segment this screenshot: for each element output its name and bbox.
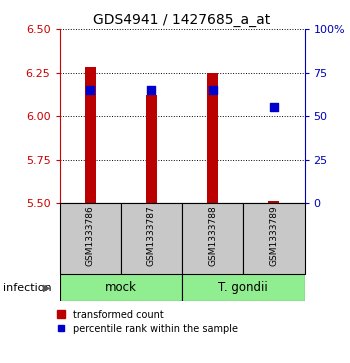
Text: ▶: ▶ bbox=[43, 283, 51, 293]
Point bbox=[210, 87, 216, 93]
Point bbox=[148, 87, 154, 93]
Title: GDS4941 / 1427685_a_at: GDS4941 / 1427685_a_at bbox=[93, 13, 271, 26]
Bar bbox=[182, 203, 243, 274]
Text: GSM1333786: GSM1333786 bbox=[86, 205, 94, 265]
Bar bbox=[243, 203, 304, 274]
Bar bbox=[60, 203, 121, 274]
Point bbox=[88, 87, 93, 93]
Text: mock: mock bbox=[105, 281, 137, 294]
Bar bbox=[268, 201, 279, 203]
Point bbox=[271, 105, 277, 110]
Bar bbox=[146, 95, 157, 203]
Text: GSM1333787: GSM1333787 bbox=[147, 205, 156, 265]
Legend: transformed count, percentile rank within the sample: transformed count, percentile rank withi… bbox=[57, 310, 238, 334]
Bar bbox=[182, 274, 304, 301]
Text: infection: infection bbox=[4, 283, 52, 293]
Bar bbox=[121, 203, 182, 274]
Text: GSM1333789: GSM1333789 bbox=[270, 205, 278, 265]
Bar bbox=[207, 73, 218, 203]
Bar bbox=[85, 66, 96, 203]
Bar bbox=[60, 274, 182, 301]
Text: T. gondii: T. gondii bbox=[218, 281, 268, 294]
Text: GSM1333788: GSM1333788 bbox=[208, 205, 217, 265]
